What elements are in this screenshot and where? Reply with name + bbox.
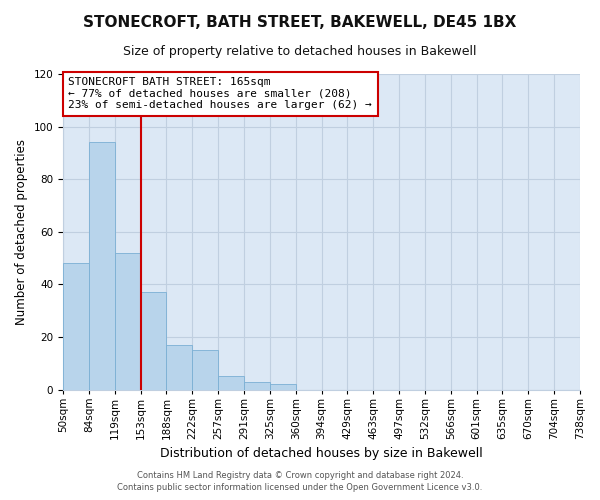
Y-axis label: Number of detached properties: Number of detached properties — [15, 139, 28, 325]
Bar — [63, 264, 89, 390]
Bar — [140, 292, 166, 390]
Bar — [270, 384, 296, 390]
Bar — [218, 376, 244, 390]
Bar — [192, 350, 218, 390]
Bar — [89, 142, 115, 390]
Text: STONECROFT, BATH STREET, BAKEWELL, DE45 1BX: STONECROFT, BATH STREET, BAKEWELL, DE45 … — [83, 15, 517, 30]
Bar — [115, 253, 140, 390]
Bar — [244, 382, 270, 390]
Bar — [166, 345, 192, 390]
Text: Contains HM Land Registry data © Crown copyright and database right 2024.
Contai: Contains HM Land Registry data © Crown c… — [118, 471, 482, 492]
X-axis label: Distribution of detached houses by size in Bakewell: Distribution of detached houses by size … — [160, 447, 483, 460]
Text: STONECROFT BATH STREET: 165sqm
← 77% of detached houses are smaller (208)
23% of: STONECROFT BATH STREET: 165sqm ← 77% of … — [68, 77, 372, 110]
Text: Size of property relative to detached houses in Bakewell: Size of property relative to detached ho… — [123, 45, 477, 58]
